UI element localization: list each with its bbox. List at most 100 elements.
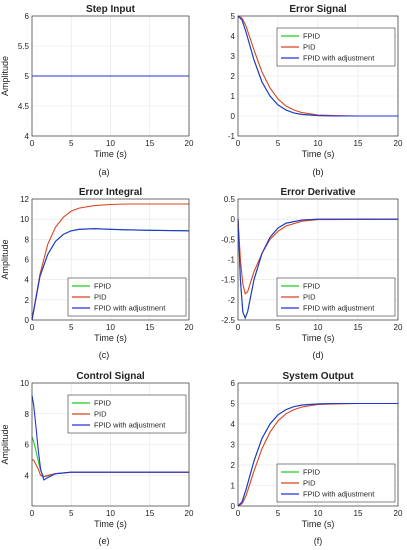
x-tick-label: 5 xyxy=(276,509,281,518)
x-tick-label: 20 xyxy=(394,323,403,332)
x-tick-label: 20 xyxy=(394,139,403,148)
legend-label-pid: PID xyxy=(303,43,316,52)
y-tick-label: 3 xyxy=(231,441,236,450)
x-tick-label: 20 xyxy=(394,509,403,518)
x-axis-label: Time (s) xyxy=(302,149,335,159)
y-tick-label: -1.5 xyxy=(221,276,235,285)
chart-title: Error Integral xyxy=(79,187,143,198)
legend-label-fpid-with-adjustment: FPID with adjustment xyxy=(303,54,375,63)
chart-control-signal: 0 5 10 15 20 4 6 8 10 Control Signal Time (s) Ampli… xyxy=(0,371,194,546)
y-axis-label: Amplitude xyxy=(0,239,10,279)
x-tick-label: 5 xyxy=(69,139,74,148)
y-tick-label: 4 xyxy=(231,420,236,429)
y-tick-label: 0.5 xyxy=(224,195,236,204)
chart-system-output: 0 5 10 15 20 0 1 2 3 4 5 6 System Output Time (s) FPID… xyxy=(231,371,403,546)
panel-caption: (b) xyxy=(313,167,324,177)
y-tick-label: 4.5 xyxy=(18,102,30,111)
x-tick-label: 0 xyxy=(236,139,241,148)
x-tick-label: 15 xyxy=(145,139,154,148)
x-axis-label: Time (s) xyxy=(94,333,127,343)
x-tick-label: 10 xyxy=(314,139,323,148)
panel-caption: (d) xyxy=(313,350,324,360)
series-line-fpid-with-adjustment xyxy=(237,402,398,507)
y-tick-label: 0 xyxy=(231,502,236,511)
y-tick-label: 5 xyxy=(231,400,236,409)
x-tick-label: 10 xyxy=(106,139,115,148)
y-tick-label: 2 xyxy=(231,461,236,470)
y-tick-label: 6 xyxy=(25,256,30,265)
y-tick-label: 10 xyxy=(20,379,29,388)
y-tick-label: 8 xyxy=(25,410,30,419)
y-tick-label: 4 xyxy=(231,32,236,41)
axes-frame xyxy=(31,198,190,321)
y-tick-label: 4 xyxy=(25,276,30,285)
panel-caption: (a) xyxy=(99,167,110,177)
legend-label-pid: PID xyxy=(94,293,107,302)
chart-title: Step Input xyxy=(86,4,136,15)
x-tick-label: 10 xyxy=(106,323,115,332)
legend-box xyxy=(276,27,396,67)
chart-title: Error Signal xyxy=(289,4,346,15)
y-tick-label: -2.5 xyxy=(221,316,235,325)
y-tick-label: 6 xyxy=(25,12,30,21)
legend-label-pid: PID xyxy=(94,410,107,419)
x-tick-label: 15 xyxy=(354,323,363,332)
series-line-pid xyxy=(237,218,399,295)
chart-title: Error Derivative xyxy=(280,187,355,198)
axes-frame xyxy=(237,198,399,321)
x-axis-label: Time (s) xyxy=(302,333,335,343)
y-tick-label: 0 xyxy=(25,316,30,325)
series-line-fpid-with-adjustment xyxy=(31,395,189,481)
x-tick-label: 10 xyxy=(106,509,115,518)
legend: FPID PID FPID with adjustment xyxy=(67,394,187,434)
x-axis-label: Time (s) xyxy=(94,149,127,159)
y-tick-label: 5 xyxy=(231,12,236,21)
y-tick-label: -2 xyxy=(228,296,236,305)
y-tick-label: 5 xyxy=(25,72,30,81)
legend-label-pid: PID xyxy=(303,293,316,302)
x-tick-label: 10 xyxy=(314,509,323,518)
axes-frame xyxy=(237,382,399,507)
y-tick-label: 0 xyxy=(231,112,236,121)
x-tick-label: 0 xyxy=(30,509,35,518)
y-axis-label: Amplitude xyxy=(0,56,10,96)
chart-title: Control Signal xyxy=(76,371,145,382)
y-tick-label: -0.5 xyxy=(221,235,235,244)
y-tick-label: 5.5 xyxy=(18,42,30,51)
y-tick-label: 4 xyxy=(25,471,30,480)
chart-title: System Output xyxy=(282,371,354,382)
legend-label-fpid: FPID xyxy=(303,32,321,41)
legend-box xyxy=(276,463,396,503)
y-tick-label: 1 xyxy=(231,482,236,491)
y-tick-label: 6 xyxy=(25,441,30,450)
chart-error-derivative: 0 5 10 15 20 -2.5 -2 -1.5 -1 -0.5 0 0.5 Error Deriva… xyxy=(221,187,403,360)
legend: FPID PID FPID with adjustment xyxy=(67,277,187,317)
y-tick-label: -1 xyxy=(228,256,236,265)
legend-label-pid: PID xyxy=(303,479,316,488)
y-tick-label: 1 xyxy=(231,92,236,101)
axes-frame xyxy=(237,15,399,137)
panel-caption: (e) xyxy=(99,536,110,546)
y-tick-label: 12 xyxy=(20,195,29,204)
legend-label-fpid-with-adjustment: FPID with adjustment xyxy=(303,304,375,313)
x-tick-label: 0 xyxy=(236,509,241,518)
legend-label-fpid: FPID xyxy=(94,399,112,408)
legend-box xyxy=(276,277,396,317)
y-tick-label: 6 xyxy=(231,379,236,388)
legend-label-fpid-with-adjustment: FPID with adjustment xyxy=(94,304,166,313)
series-line-fpid-with-adjustment xyxy=(31,228,190,321)
x-tick-label: 15 xyxy=(354,509,363,518)
x-tick-label: 5 xyxy=(69,509,74,518)
legend-label-fpid: FPID xyxy=(303,468,321,477)
y-tick-label: 4 xyxy=(25,132,30,141)
y-tick-label: 2 xyxy=(231,72,236,81)
x-axis-label: Time (s) xyxy=(302,519,335,529)
panel-caption: (f) xyxy=(314,536,323,546)
x-tick-label: 20 xyxy=(185,139,194,148)
legend-label-fpid: FPID xyxy=(94,282,112,291)
axes-frame xyxy=(31,382,190,507)
x-tick-label: 5 xyxy=(69,323,74,332)
x-tick-label: 10 xyxy=(314,323,323,332)
